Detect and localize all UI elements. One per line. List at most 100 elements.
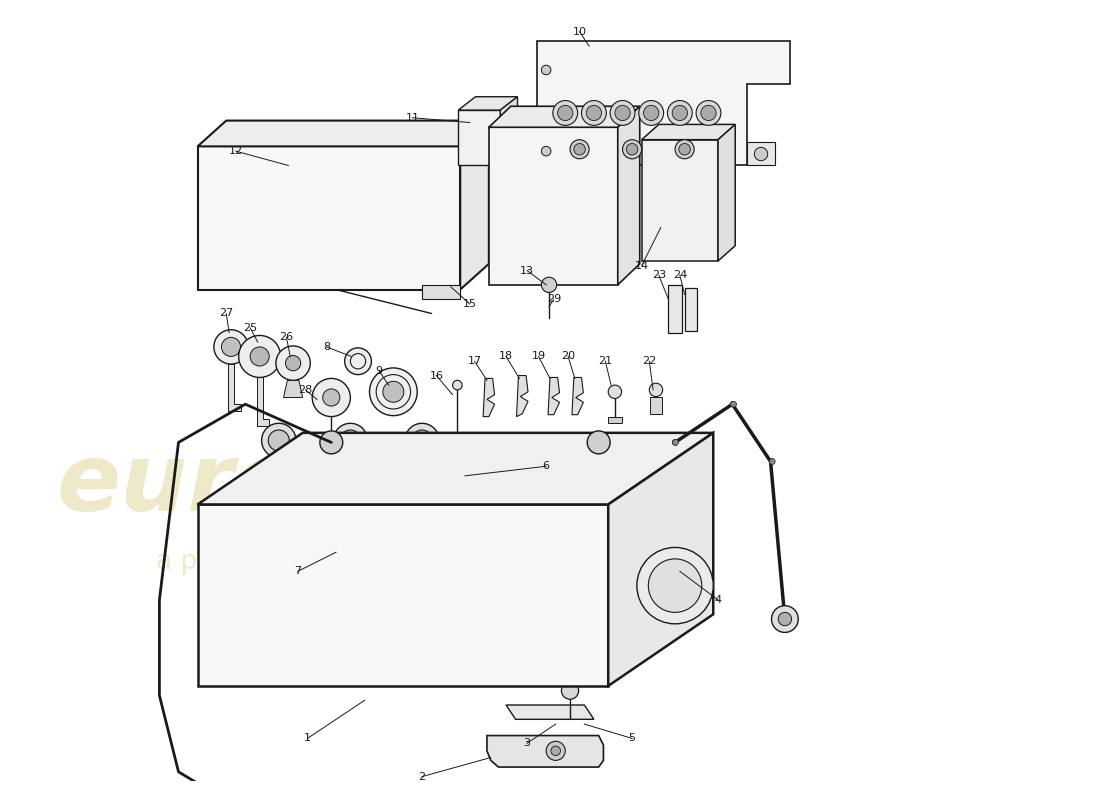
- Circle shape: [586, 106, 602, 121]
- Circle shape: [582, 101, 606, 126]
- Bar: [686, 320, 695, 327]
- Circle shape: [587, 431, 610, 454]
- Polygon shape: [422, 285, 460, 299]
- Text: 10: 10: [573, 26, 586, 37]
- Text: 13: 13: [520, 266, 535, 275]
- Text: 29: 29: [547, 294, 561, 304]
- Text: 7: 7: [295, 566, 301, 576]
- Polygon shape: [618, 106, 640, 285]
- Circle shape: [649, 383, 662, 397]
- Polygon shape: [460, 121, 488, 290]
- Circle shape: [268, 461, 289, 482]
- Circle shape: [778, 612, 792, 626]
- Bar: [507, 181, 517, 198]
- Circle shape: [558, 106, 573, 121]
- Text: 15: 15: [463, 299, 476, 309]
- Circle shape: [730, 402, 736, 407]
- Polygon shape: [650, 397, 662, 414]
- Bar: [519, 137, 529, 154]
- Polygon shape: [198, 121, 488, 146]
- Bar: [606, 158, 616, 176]
- Polygon shape: [641, 125, 735, 140]
- Polygon shape: [517, 375, 528, 417]
- Bar: [507, 137, 517, 154]
- Circle shape: [675, 140, 694, 158]
- Bar: [670, 310, 680, 318]
- Circle shape: [730, 402, 737, 407]
- Circle shape: [561, 682, 579, 699]
- Circle shape: [551, 746, 561, 756]
- Circle shape: [340, 430, 361, 451]
- Text: 28: 28: [298, 385, 312, 395]
- Bar: [594, 181, 604, 198]
- Polygon shape: [256, 378, 270, 426]
- Circle shape: [424, 467, 440, 485]
- Text: 16: 16: [429, 370, 443, 381]
- Circle shape: [668, 101, 692, 126]
- Circle shape: [268, 430, 289, 451]
- Polygon shape: [641, 140, 718, 261]
- Polygon shape: [487, 735, 604, 767]
- Polygon shape: [488, 127, 618, 285]
- Text: +: +: [444, 454, 456, 469]
- Circle shape: [626, 143, 638, 155]
- Polygon shape: [459, 110, 500, 166]
- Circle shape: [771, 606, 799, 633]
- Text: 9: 9: [375, 366, 383, 376]
- Polygon shape: [228, 364, 241, 411]
- Circle shape: [439, 466, 459, 486]
- Circle shape: [755, 147, 768, 161]
- Circle shape: [320, 431, 343, 454]
- Text: 25: 25: [243, 323, 257, 333]
- Circle shape: [672, 106, 688, 121]
- Circle shape: [458, 467, 474, 485]
- Circle shape: [411, 430, 432, 451]
- Circle shape: [679, 143, 691, 155]
- Text: 20: 20: [561, 351, 575, 362]
- Circle shape: [574, 143, 585, 155]
- Text: 21: 21: [598, 356, 613, 366]
- Circle shape: [250, 347, 270, 366]
- Polygon shape: [198, 146, 460, 290]
- Circle shape: [333, 454, 367, 488]
- Circle shape: [672, 439, 679, 446]
- Polygon shape: [608, 433, 713, 686]
- Circle shape: [431, 458, 466, 493]
- Circle shape: [262, 454, 296, 488]
- Circle shape: [312, 378, 351, 417]
- Bar: [531, 181, 541, 198]
- Text: -: -: [386, 454, 390, 469]
- Bar: [495, 158, 504, 176]
- Circle shape: [770, 458, 776, 464]
- Text: 23: 23: [652, 270, 666, 280]
- Circle shape: [570, 140, 590, 158]
- Bar: [646, 195, 714, 206]
- Circle shape: [541, 66, 551, 74]
- Bar: [531, 158, 541, 176]
- Bar: [686, 310, 695, 318]
- Circle shape: [610, 101, 635, 126]
- Bar: [462, 152, 496, 166]
- Text: 12: 12: [229, 146, 243, 156]
- Bar: [507, 158, 517, 176]
- Circle shape: [211, 786, 242, 800]
- Bar: [606, 181, 616, 198]
- Bar: [582, 137, 591, 154]
- Text: 27: 27: [219, 309, 233, 318]
- Text: 1/1: 1/1: [466, 454, 482, 465]
- Circle shape: [370, 368, 417, 416]
- Circle shape: [769, 458, 774, 464]
- Circle shape: [340, 461, 361, 482]
- Polygon shape: [669, 285, 682, 333]
- Polygon shape: [488, 106, 640, 127]
- Bar: [670, 299, 680, 306]
- Bar: [557, 158, 566, 176]
- Text: 3: 3: [524, 738, 530, 748]
- Circle shape: [769, 458, 776, 464]
- Circle shape: [672, 439, 679, 446]
- Text: 11: 11: [406, 113, 419, 122]
- Polygon shape: [284, 380, 302, 398]
- Polygon shape: [198, 433, 713, 505]
- Text: 14: 14: [635, 261, 649, 270]
- Bar: [462, 118, 496, 131]
